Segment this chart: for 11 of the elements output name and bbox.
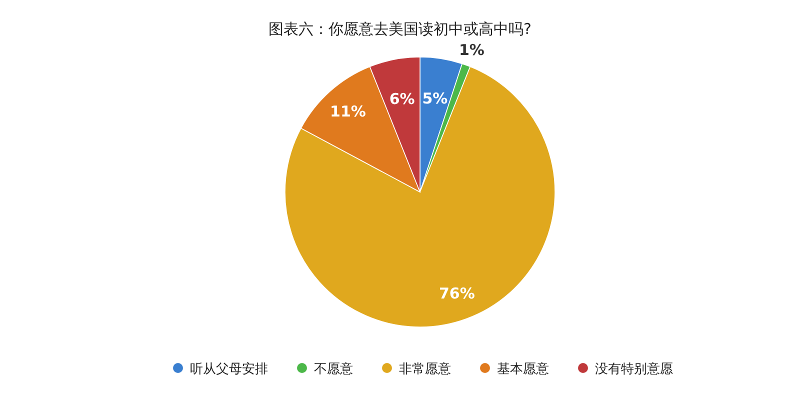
data-label: 76% bbox=[438, 284, 475, 302]
chart-title: 图表六：你愿意去美国读初中或高中吗? bbox=[268, 20, 532, 38]
legend-label: 基本愿意 bbox=[497, 362, 549, 377]
legend-label: 不愿意 bbox=[314, 362, 353, 377]
legend-label: 没有特别意愿 bbox=[595, 362, 673, 377]
legend-label: 听从父母安排 bbox=[190, 361, 268, 377]
data-label: 5% bbox=[422, 90, 448, 108]
data-label: 1% bbox=[458, 40, 484, 59]
data-label: 11% bbox=[330, 102, 366, 121]
data-label: 6% bbox=[389, 90, 415, 108]
legend-label: 非常愿意 bbox=[399, 362, 451, 377]
